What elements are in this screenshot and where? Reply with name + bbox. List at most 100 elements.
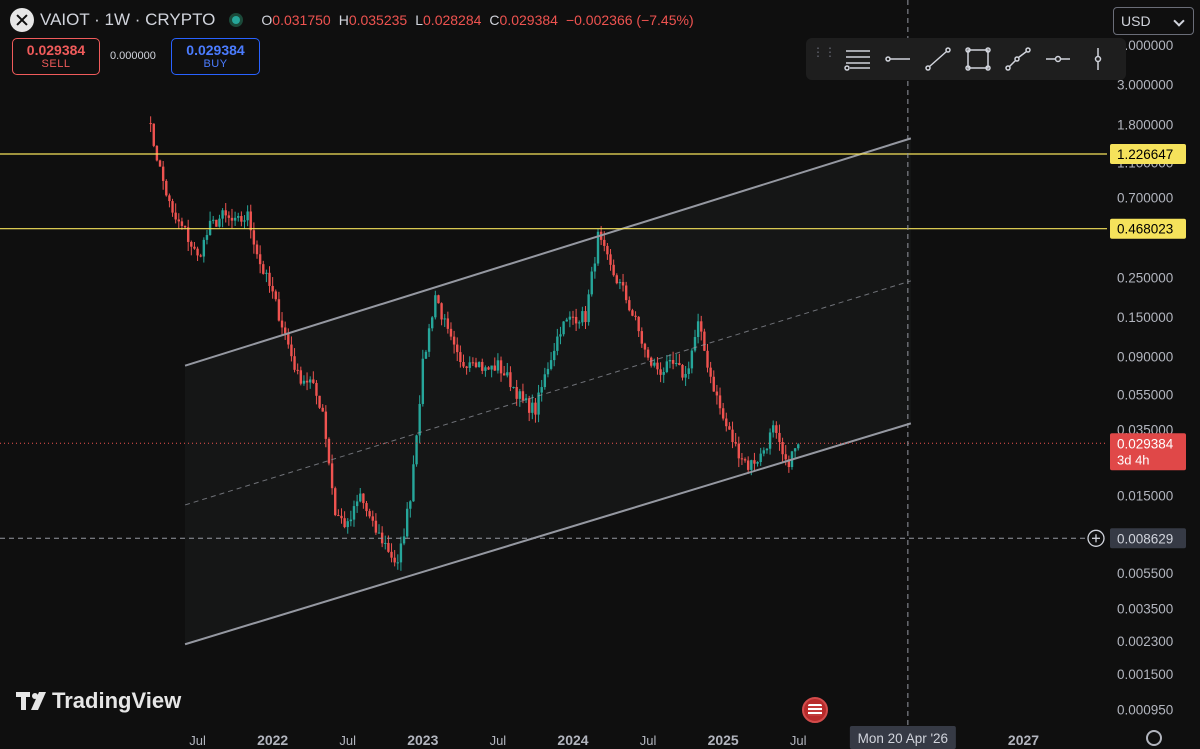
candle-body	[305, 380, 309, 383]
candle-body	[196, 248, 199, 256]
candle-body	[152, 123, 155, 146]
candle-body	[637, 316, 640, 332]
candle-body	[703, 331, 706, 351]
candle-body	[621, 282, 625, 286]
candle-body	[559, 334, 562, 337]
candle-body	[468, 362, 471, 368]
candle-body	[384, 542, 387, 544]
candle-body	[490, 365, 493, 370]
open-key: O	[261, 12, 273, 28]
horizontal-ray-icon[interactable]	[878, 41, 918, 77]
candle-body	[768, 432, 772, 449]
path-icon[interactable]	[998, 41, 1038, 77]
candle-body	[668, 360, 672, 362]
candle-body	[765, 448, 769, 451]
candle-body	[327, 438, 331, 464]
candle-body	[462, 362, 465, 367]
candle-body	[165, 180, 168, 196]
horizontal-lines-icon[interactable]	[838, 41, 878, 77]
currency-select[interactable]: USD	[1113, 7, 1194, 35]
candle-body	[487, 367, 490, 370]
y-tick-label: 0.001500	[1117, 667, 1173, 682]
candle-body	[340, 515, 343, 519]
candle-body	[377, 532, 381, 534]
candle-body	[743, 459, 747, 461]
candle-body	[515, 386, 518, 399]
x-tick-label: Jul	[339, 733, 356, 748]
symbol-title[interactable]: VAIOT · 1W · CRYPTO	[40, 10, 216, 29]
y-tick-label: 5.000000	[1117, 38, 1173, 53]
candle-body	[543, 374, 547, 388]
y-tick-label: 0.055000	[1117, 388, 1173, 403]
candle-body	[437, 295, 440, 304]
vertical-line-icon[interactable]	[1078, 41, 1118, 77]
candle-body	[471, 362, 475, 364]
candle-body	[446, 318, 450, 329]
candle-body	[709, 367, 712, 377]
candle-body	[793, 448, 797, 452]
candle-body	[568, 316, 572, 320]
candle-body	[359, 493, 362, 502]
candle-body	[524, 398, 528, 401]
low-key: L	[415, 12, 424, 28]
candle-body	[546, 368, 550, 375]
low-value: 0.028284	[423, 12, 482, 28]
candle-body	[549, 360, 553, 369]
x-tick-label: Jul	[790, 733, 807, 748]
level-label-bg	[1110, 218, 1186, 239]
gear-icon[interactable]	[1146, 730, 1162, 746]
candle-body	[624, 285, 628, 301]
candle-body	[283, 327, 287, 334]
candle-body	[715, 391, 719, 396]
candle-body	[521, 391, 525, 401]
candle-body	[280, 320, 284, 328]
candle-body	[421, 358, 425, 404]
horizontal-line-icon[interactable]	[1038, 41, 1078, 77]
candle-body	[277, 299, 281, 321]
candle-body	[302, 380, 306, 384]
trend-line-icon[interactable]	[918, 41, 958, 77]
drag-handle-icon[interactable]: ⋮⋮	[812, 45, 836, 59]
candle-body	[675, 363, 678, 365]
open-value: 0.031750	[272, 12, 331, 28]
rectangle-icon[interactable]	[958, 41, 998, 77]
candle-body	[174, 212, 177, 220]
candle-body	[227, 215, 231, 218]
candle-body	[565, 319, 568, 322]
us-flag-icon[interactable]	[802, 697, 828, 723]
buy-button[interactable]: 0.029384 BUY	[171, 38, 260, 75]
tradingview-watermark: TradingView	[16, 688, 181, 714]
candle-body	[678, 363, 681, 365]
candle-body	[643, 343, 647, 350]
candle-body	[640, 331, 644, 344]
candle-body	[737, 443, 740, 459]
candle-body	[518, 391, 522, 399]
y-tick-label: 0.250000	[1117, 270, 1173, 285]
y-tick-label: 1.800000	[1117, 117, 1173, 132]
market-status-icon[interactable]	[229, 13, 244, 27]
candle-body	[218, 218, 221, 227]
candle-body	[740, 458, 744, 460]
high-key: H	[338, 12, 349, 28]
current-price-bg	[1110, 433, 1186, 471]
x-tick-label: 2027	[1008, 732, 1039, 748]
candle-body	[653, 362, 656, 366]
crosshair-price-bg	[1110, 528, 1186, 549]
candle-body	[177, 219, 180, 222]
candle-body	[634, 315, 637, 317]
close-key: C	[489, 12, 500, 28]
sell-button[interactable]: 0.029384 SELL	[12, 38, 100, 75]
candle-body	[161, 166, 165, 181]
candle-body	[581, 311, 584, 323]
candle-body	[646, 349, 650, 358]
candle-body	[534, 402, 537, 415]
candle-body	[474, 362, 478, 368]
candle-body	[628, 300, 631, 311]
candle-body	[343, 518, 346, 528]
candle-body	[603, 239, 606, 246]
spread-value: 0.000000	[110, 50, 156, 62]
candle-body	[759, 453, 762, 462]
channel-lower-line	[184, 422, 912, 646]
x-tick-label: 2024	[557, 732, 588, 748]
